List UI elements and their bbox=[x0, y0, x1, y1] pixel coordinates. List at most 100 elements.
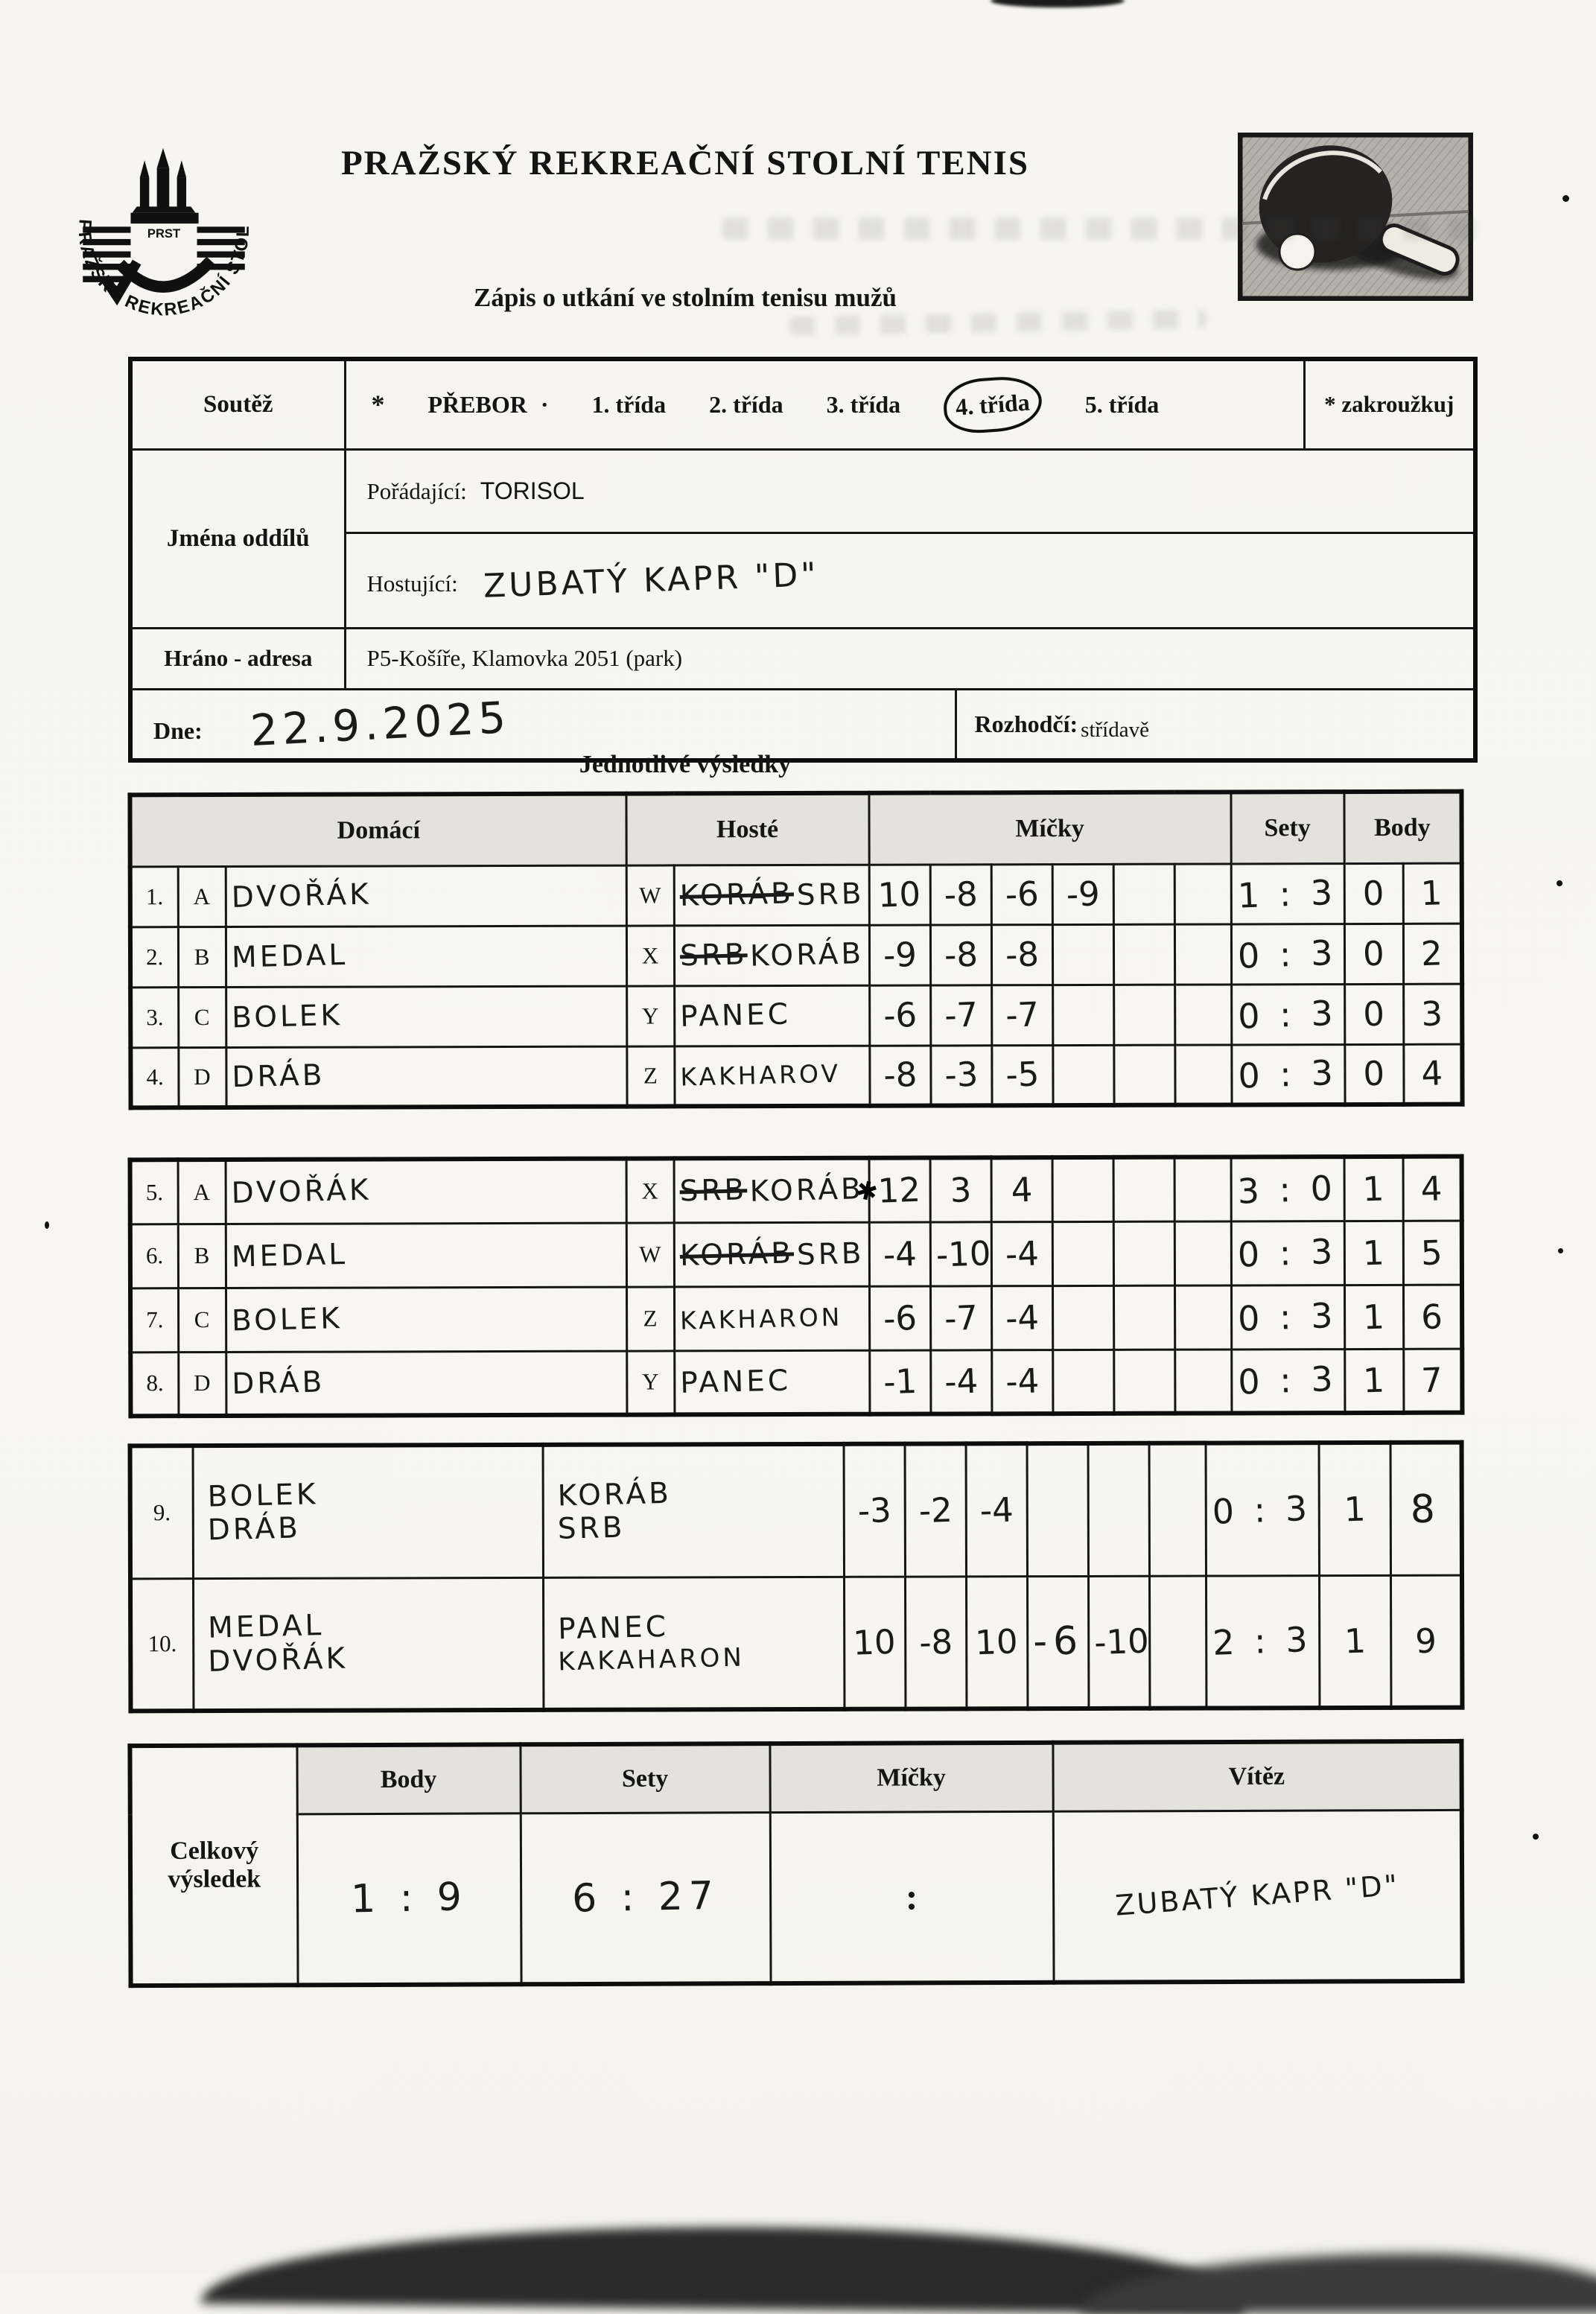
balls-spare-cell bbox=[1174, 1044, 1232, 1105]
ball-score: -9 bbox=[882, 934, 918, 976]
guest-player: SRB bbox=[795, 877, 865, 912]
paddle-photo-graphic bbox=[1237, 132, 1474, 302]
venue-address: P5-Košíře, Klamovka 2051 (park) bbox=[366, 645, 683, 671]
paddle-ball-photo bbox=[1237, 132, 1474, 302]
venue-label: Hráno - adresa bbox=[129, 626, 346, 690]
home-player: BOLEK bbox=[231, 1301, 343, 1338]
match-number: 4. bbox=[130, 1047, 179, 1108]
points-running: 8 bbox=[1409, 1487, 1442, 1532]
match-info-table: Soutěž * PŘEBOR · 1. třída 2. třída 3. t… bbox=[128, 357, 1478, 763]
match-row-10: 10. MEDAL DVOŘÁK PANEC KAKAHARON 10 -8 1… bbox=[130, 1574, 1463, 1711]
ball-score: 10 bbox=[852, 1621, 897, 1663]
summary-sets-header: Sety bbox=[520, 1744, 770, 1814]
match-number: 6. bbox=[130, 1224, 179, 1288]
ink-speck bbox=[1533, 1834, 1539, 1840]
points-running: 2 bbox=[1420, 933, 1444, 974]
ball-score: -8 bbox=[943, 874, 979, 915]
ball-score: -3 bbox=[944, 1054, 979, 1096]
date-referee-row: Dne: 22.9.2025 Rozhodčí: střídavě bbox=[129, 687, 1477, 762]
ball-score: 10 bbox=[974, 1621, 1019, 1663]
competition-label: Soutěž bbox=[129, 357, 346, 451]
ink-speck bbox=[45, 1221, 49, 1229]
guest-column-header: Hosté bbox=[626, 792, 869, 865]
match-number: 1. bbox=[130, 866, 178, 927]
ball-score: 4 bbox=[1010, 1169, 1033, 1210]
summary-values-row: 1 : 9 6 : 27 : ZUBATÝ KAPR "D" bbox=[130, 1809, 1463, 1986]
ball-score: -10 bbox=[935, 1233, 991, 1275]
guest-player: SRB bbox=[795, 1236, 865, 1272]
home-player: DVOŘÁK bbox=[230, 877, 372, 915]
guest-player-letter: Y bbox=[626, 1350, 675, 1415]
ball-score: -10 bbox=[1093, 1621, 1150, 1662]
balls-spare-cell bbox=[1148, 1575, 1206, 1709]
points-home: 1 bbox=[1343, 1489, 1367, 1530]
results-header-row: Domácí Hosté Míčky Sety Body bbox=[130, 791, 1462, 867]
guest-player-struck: SRB bbox=[678, 1173, 748, 1209]
match-row-9: 9. BOLEK DRÁB KORÁB SRB -3 -2 -4 0 : 3 1… bbox=[130, 1442, 1462, 1579]
club-emblem-graphic: PRST PRAŽSKÝ REKREAČNÍ STOLNÍ TENIS bbox=[54, 116, 253, 320]
home-player: MEDAL bbox=[231, 938, 349, 975]
points-home: 0 bbox=[1362, 994, 1386, 1034]
home-player-letter: A bbox=[177, 1160, 226, 1224]
summary-winner-header: Vítěz bbox=[1052, 1741, 1462, 1811]
date-value: 22.9.2025 bbox=[249, 692, 512, 757]
home-double-player-1: MEDAL bbox=[207, 1609, 325, 1645]
home-player-letter: D bbox=[178, 1047, 226, 1108]
guest-team-name: ZUBATÝ KAPR "D" bbox=[483, 555, 820, 605]
competition-options-cell: * PŘEBOR · 1. třída 2. třída 3. třída 4.… bbox=[343, 357, 1306, 451]
option-5-trida: 5. třída bbox=[1084, 390, 1160, 418]
ball-score: -4 bbox=[1004, 1233, 1040, 1274]
match-row-2: 2. B MEDAL X SRB KORÁB -9 -8 -8 0 : 3 0 … bbox=[130, 923, 1463, 988]
ball-score: -6 bbox=[882, 1297, 918, 1338]
ball-score: -8 bbox=[943, 934, 979, 976]
sets-score: 0 : 3 bbox=[1212, 1487, 1313, 1532]
ball-score: -8 bbox=[918, 1621, 953, 1663]
home-double-player-1: BOLEK bbox=[206, 1477, 319, 1514]
balls-column-header: Míčky bbox=[868, 792, 1231, 865]
overall-result-table: Celkový výsledek Body Sety Míčky Vítěz 1… bbox=[127, 1738, 1465, 1989]
ball-score: -6 bbox=[1032, 1618, 1084, 1665]
home-player-letter: C bbox=[178, 987, 226, 1048]
option-1-trida: 1. třída bbox=[591, 390, 667, 418]
sets-score: 0 : 3 bbox=[1237, 932, 1338, 976]
option-prebor: PŘEBOR bbox=[427, 390, 527, 418]
summary-header-row: Celkový výsledek Body Sety Míčky Vítěz bbox=[130, 1741, 1462, 1986]
match-row-6: 6. B MEDAL W KORÁB SRB -4 -10 -4 0 : 3 1… bbox=[130, 1220, 1462, 1288]
ball-score: -8 bbox=[1004, 934, 1040, 976]
points-home: 0 bbox=[1362, 873, 1385, 914]
ink-speck bbox=[1557, 880, 1562, 886]
points-running: 3 bbox=[1420, 994, 1444, 1034]
ball-score: -4 bbox=[882, 1233, 918, 1274]
ink-speck bbox=[1558, 1248, 1563, 1253]
balls-spare-cell bbox=[1174, 1349, 1232, 1414]
points-home: 1 bbox=[1343, 1621, 1367, 1662]
match-number: 5. bbox=[130, 1160, 178, 1224]
organizer-label: Pořádající: bbox=[366, 477, 467, 504]
guest-label: Hostující: bbox=[366, 570, 458, 597]
guest-player-struck: KORÁB bbox=[678, 877, 794, 914]
match-row-1: 1. A DVOŘÁK W KORÁB SRB 10 -8 -6 -9 1 : … bbox=[130, 862, 1462, 927]
page-title: PRAŽSKÝ REKREAČNÍ STOLNÍ TENIS bbox=[340, 144, 1030, 182]
guest-player-letter: W bbox=[626, 1222, 675, 1287]
match-number: 3. bbox=[130, 987, 179, 1048]
sets-score: 1 : 3 bbox=[1237, 871, 1338, 916]
ball-score: -7 bbox=[943, 994, 979, 1036]
balls-spare-cell bbox=[1174, 1157, 1231, 1221]
home-player: DVOŘÁK bbox=[230, 1173, 372, 1211]
points-column-header: Body bbox=[1344, 791, 1462, 864]
summary-points-header: Body bbox=[296, 1744, 521, 1814]
match-number: 2. bbox=[130, 926, 179, 988]
sets-score: 3 : 0 bbox=[1237, 1167, 1338, 1212]
guest-player-struck: KORÁB bbox=[678, 1236, 794, 1273]
guest-player: KAKHAROV bbox=[679, 1058, 841, 1092]
home-player: DRÁB bbox=[231, 1365, 325, 1402]
sets-score: 0 : 3 bbox=[1237, 1230, 1338, 1275]
match-row-7: 7. C BOLEK Z KAKHARON -6 -7 -4 0 : 3 1 6 bbox=[130, 1284, 1463, 1353]
venue-row: Hráno - adresa P5-Košíře, Klamovka 2051 … bbox=[129, 626, 1477, 690]
sets-score: 0 : 3 bbox=[1237, 992, 1338, 1037]
ball-score: -4 bbox=[1004, 1361, 1040, 1402]
home-double-player-2: DRÁB bbox=[206, 1511, 301, 1548]
ball-score: -6 bbox=[882, 994, 918, 1036]
match-row-3: 3. C BOLEK Y PANEC -6 -7 -7 0 : 3 0 3 bbox=[130, 983, 1463, 1048]
date-label: Dne: bbox=[153, 717, 203, 745]
